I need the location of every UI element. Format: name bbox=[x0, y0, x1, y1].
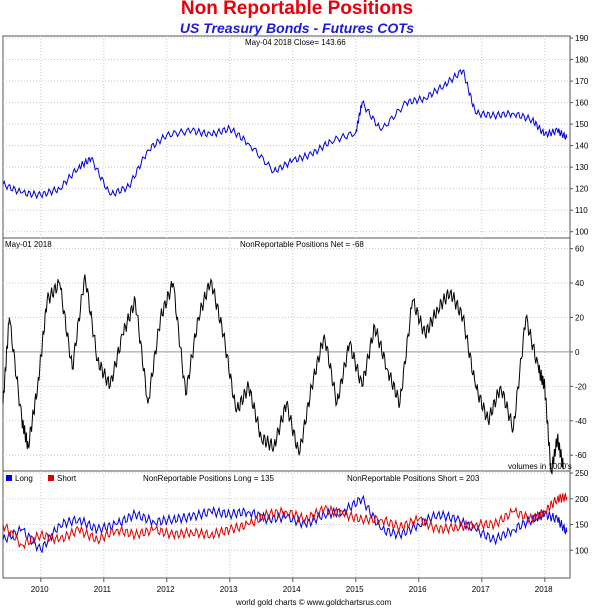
y-tick-label: 150 bbox=[575, 521, 589, 530]
x-tick-label: 2011 bbox=[94, 585, 112, 594]
footer-credit: world gold charts © www.goldchartsrus.co… bbox=[235, 598, 392, 607]
y-tick-label: 130 bbox=[575, 163, 589, 172]
x-tick-label: 2017 bbox=[472, 585, 490, 594]
y-tick-label: 40 bbox=[575, 279, 584, 288]
series-line-panel1 bbox=[2, 68, 568, 200]
x-tick-label: 2015 bbox=[346, 585, 364, 594]
legend-short-swatch bbox=[48, 475, 54, 481]
legend-long-label: Long bbox=[15, 474, 33, 483]
short-series-label: NonReportable Positions Short = 203 bbox=[347, 474, 480, 483]
y-tick-label: -40 bbox=[575, 417, 587, 426]
net-panel-series-label: NonReportable Positions Net = -68 bbox=[240, 240, 364, 249]
y-tick-label: 200 bbox=[575, 495, 589, 504]
x-tick-label: 2013 bbox=[220, 585, 238, 594]
y-tick-label: 250 bbox=[575, 469, 589, 478]
price-panel-frame bbox=[2, 35, 571, 239]
x-tick-label: 2014 bbox=[283, 585, 301, 594]
price-panel-label: May-04 2018 Close= 143.66 bbox=[245, 38, 346, 47]
y-tick-label: 110 bbox=[575, 206, 588, 215]
net-panel-frame bbox=[2, 237, 571, 472]
x-tick-label: 2012 bbox=[157, 585, 175, 594]
y-tick-label: 180 bbox=[575, 56, 589, 65]
chart-subtitle: US Treasury Bonds - Futures COTs bbox=[179, 20, 415, 36]
net-panel-date-label: May-01 2018 bbox=[5, 240, 52, 249]
legend-long-swatch bbox=[6, 475, 12, 481]
volumes-note: volumes in 1000's bbox=[508, 462, 572, 471]
y-tick-label: 20 bbox=[575, 313, 584, 322]
ticks-group: 1001101201301401501601701801906040200-20… bbox=[31, 34, 589, 594]
x-tick-label: 2018 bbox=[535, 585, 553, 594]
y-tick-label: 0 bbox=[575, 348, 580, 357]
y-tick-label: 100 bbox=[575, 228, 589, 237]
y-tick-label: 170 bbox=[575, 77, 589, 86]
y-tick-label: 60 bbox=[575, 245, 584, 254]
long-series-label: NonReportable Positions Long = 135 bbox=[143, 474, 275, 483]
series-line-long bbox=[2, 494, 568, 554]
y-tick-label: 100 bbox=[575, 546, 589, 555]
chart-title: Non Reportable Positions bbox=[180, 0, 414, 19]
y-tick-label: 140 bbox=[575, 142, 589, 151]
series-line-panel2 bbox=[2, 274, 564, 475]
series-line-short bbox=[2, 492, 568, 550]
y-tick-label: 150 bbox=[575, 120, 589, 129]
grid-group bbox=[3, 36, 570, 578]
y-tick-label: 190 bbox=[575, 34, 589, 43]
y-tick-label: 160 bbox=[575, 99, 589, 108]
x-tick-label: 2010 bbox=[31, 585, 49, 594]
y-tick-label: -20 bbox=[575, 382, 587, 391]
series-group bbox=[2, 68, 568, 554]
y-tick-label: 120 bbox=[575, 185, 589, 194]
x-tick-label: 2016 bbox=[409, 585, 427, 594]
legend-short-label: Short bbox=[57, 474, 77, 483]
y-tick-label: -60 bbox=[575, 451, 587, 460]
